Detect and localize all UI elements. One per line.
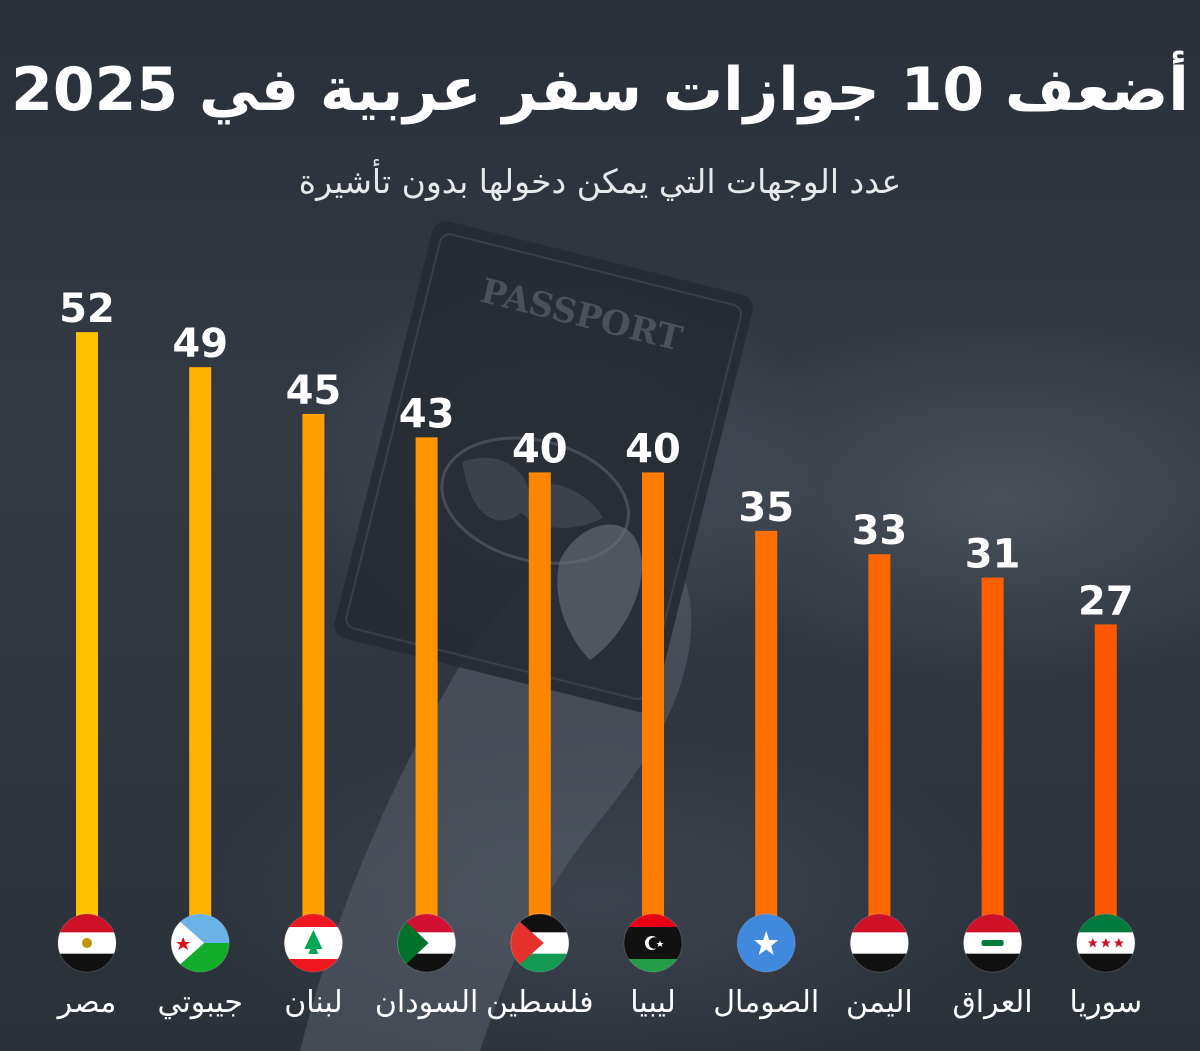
category-label: مصر <box>56 985 117 1020</box>
chart-title: أضعف 10 جوازات سفر عربية في 2025 <box>11 55 1189 125</box>
category-label: جيبوتي <box>157 985 243 1020</box>
category-label: سوريا <box>1069 985 1142 1020</box>
bar-value-label: 49 <box>172 321 228 367</box>
bar-value-label: 27 <box>1078 578 1134 624</box>
bar-value-label: 40 <box>625 426 681 472</box>
djibouti-flag-icon <box>170 913 230 973</box>
bar-value-label: 35 <box>738 485 794 531</box>
bar <box>189 367 212 940</box>
bar <box>302 413 325 940</box>
lebanon-flag-icon <box>283 913 343 973</box>
bar <box>868 554 891 940</box>
iraq-flag-icon <box>963 913 1023 973</box>
bar <box>76 332 98 940</box>
bar-value-label: 45 <box>286 368 342 414</box>
bar <box>528 472 551 940</box>
bar <box>981 577 1004 940</box>
sudan-flag-icon <box>397 913 457 973</box>
category-label: العراق <box>953 985 1033 1020</box>
bar <box>1094 624 1117 940</box>
category-label: ليبيا <box>630 985 675 1020</box>
category-label: الصومال <box>713 985 819 1020</box>
bar-value-label: 40 <box>512 426 568 472</box>
bar-value-label: 43 <box>399 391 455 437</box>
chart-header: أضعف 10 جوازات سفر عربية في 2025 عدد الو… <box>0 0 1200 220</box>
bar-value-label: 31 <box>965 532 1021 578</box>
syria-flag-icon <box>1076 913 1136 973</box>
category-label: السودان <box>375 985 478 1020</box>
category-label: اليمن <box>846 985 913 1020</box>
bar <box>642 472 664 940</box>
yemen-flag-icon <box>849 913 909 973</box>
egypt-flag-icon <box>57 913 117 973</box>
somalia-flag-icon <box>736 913 796 973</box>
bar-value-label: 33 <box>852 508 908 554</box>
palestine-flag-icon <box>510 913 570 973</box>
category-label: لبنان <box>284 985 342 1020</box>
chart-subtitle: عدد الوجهات التي يمكن دخولها بدون تأشيرة <box>298 162 902 201</box>
bar <box>415 437 438 940</box>
category-label: فلسطين <box>486 985 594 1020</box>
libya-flag-icon <box>623 913 683 973</box>
thumb-silhouette <box>557 524 642 660</box>
bar <box>755 530 778 940</box>
bar-value-label: 52 <box>59 286 115 332</box>
